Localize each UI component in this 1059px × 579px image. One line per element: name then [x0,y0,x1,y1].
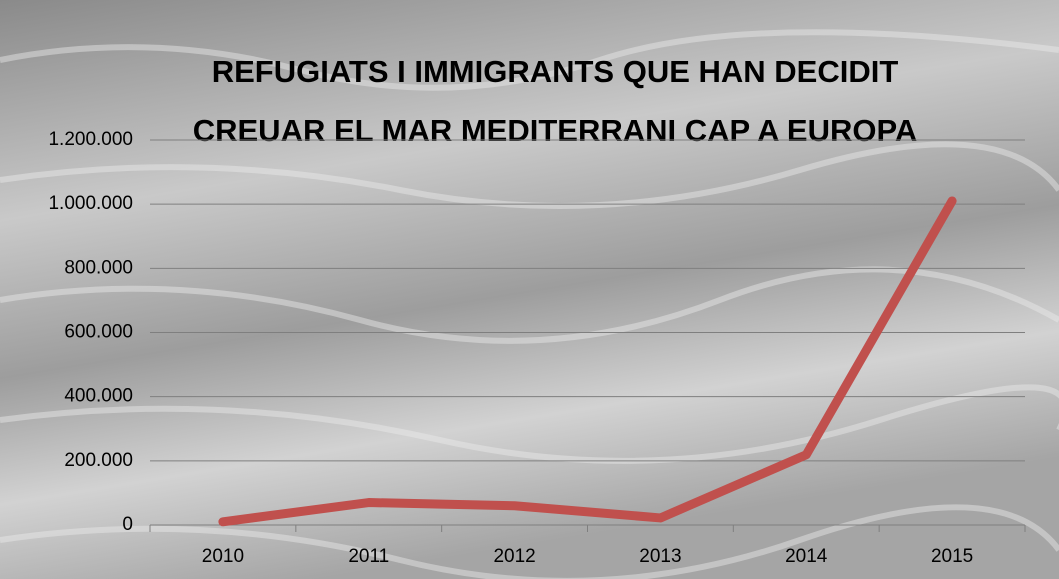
x-tick-label: 2012 [493,546,535,567]
y-tick-label: 200.000 [64,450,133,471]
chart-title: REFUGIATS I IMMIGRANTS QUE HAN DECIDIT [212,54,899,89]
y-tick-label: 1.200.000 [48,129,133,150]
chart-title: CREUAR EL MAR MEDITERRANI CAP A EUROPA [193,113,918,148]
x-tick-label: 2011 [348,546,389,567]
data-line [218,196,957,527]
y-tick-label: 400.000 [64,386,133,407]
x-tick-label: 2015 [931,546,973,567]
y-tick-label: 600.000 [64,322,133,343]
x-tick-label: 2013 [639,546,681,567]
x-tick-label: 2010 [202,546,244,567]
y-tick-label: 0 [122,514,133,535]
y-tick-label: 800.000 [64,257,133,278]
x-tick-label: 2014 [785,546,828,567]
y-tick-label: 1.000.000 [48,193,133,214]
